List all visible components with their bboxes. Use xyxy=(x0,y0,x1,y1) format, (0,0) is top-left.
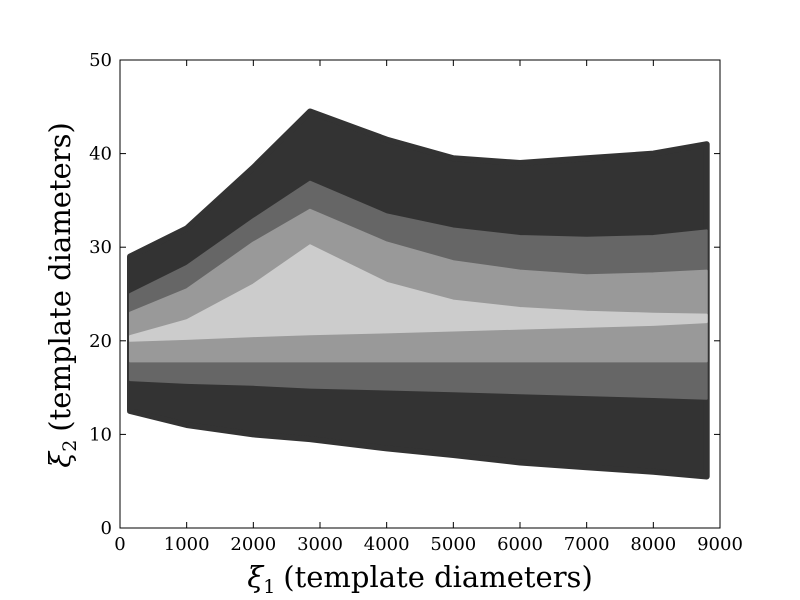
x-tick-layer: 0 1000 2000 3000 4000 5000 6000 7000 8000 9000 xyxy=(114,60,743,555)
plot-frame xyxy=(119,59,721,529)
band-layer xyxy=(127,108,710,480)
x-tick-label: 9000 xyxy=(697,534,743,555)
x-tick-label: 7000 xyxy=(564,534,610,555)
y-axis-label-text: (template diameters) xyxy=(43,122,77,431)
x-tick-label: 0 xyxy=(114,534,125,555)
x-tick-label: 3000 xyxy=(297,534,343,555)
y-tick-label: 10 xyxy=(89,424,112,445)
y-tick-label: 40 xyxy=(89,144,112,165)
x-tick-label: 5000 xyxy=(430,534,476,555)
x-axis-label: ξ1 (template diameters) xyxy=(247,560,593,598)
y-tick-label: 30 xyxy=(89,237,112,258)
y-tick-layer: 0 10 20 30 40 50 xyxy=(89,50,720,539)
x-tick-label: 6000 xyxy=(497,534,543,555)
x-tick-label: 1000 xyxy=(164,534,210,555)
x-tick-label: 4000 xyxy=(364,534,410,555)
x-tick-label: 2000 xyxy=(230,534,276,555)
y-axis-label-symbol: ξ xyxy=(43,450,77,468)
x-axis-label-symbol: ξ xyxy=(247,560,265,594)
data-band-4 xyxy=(129,244,708,342)
y-tick-label: 50 xyxy=(89,50,112,71)
x-axis-label-text: (template diameters) xyxy=(283,560,592,594)
x-tick-label: 8000 xyxy=(630,534,676,555)
y-axis-label-subscript: 2 xyxy=(59,440,81,452)
y-axis-label: ξ2 (template diameters) xyxy=(43,122,81,468)
y-tick-label: 20 xyxy=(89,331,112,352)
y-tick-label: 0 xyxy=(101,518,112,539)
x-axis-label-subscript: 1 xyxy=(263,576,275,598)
